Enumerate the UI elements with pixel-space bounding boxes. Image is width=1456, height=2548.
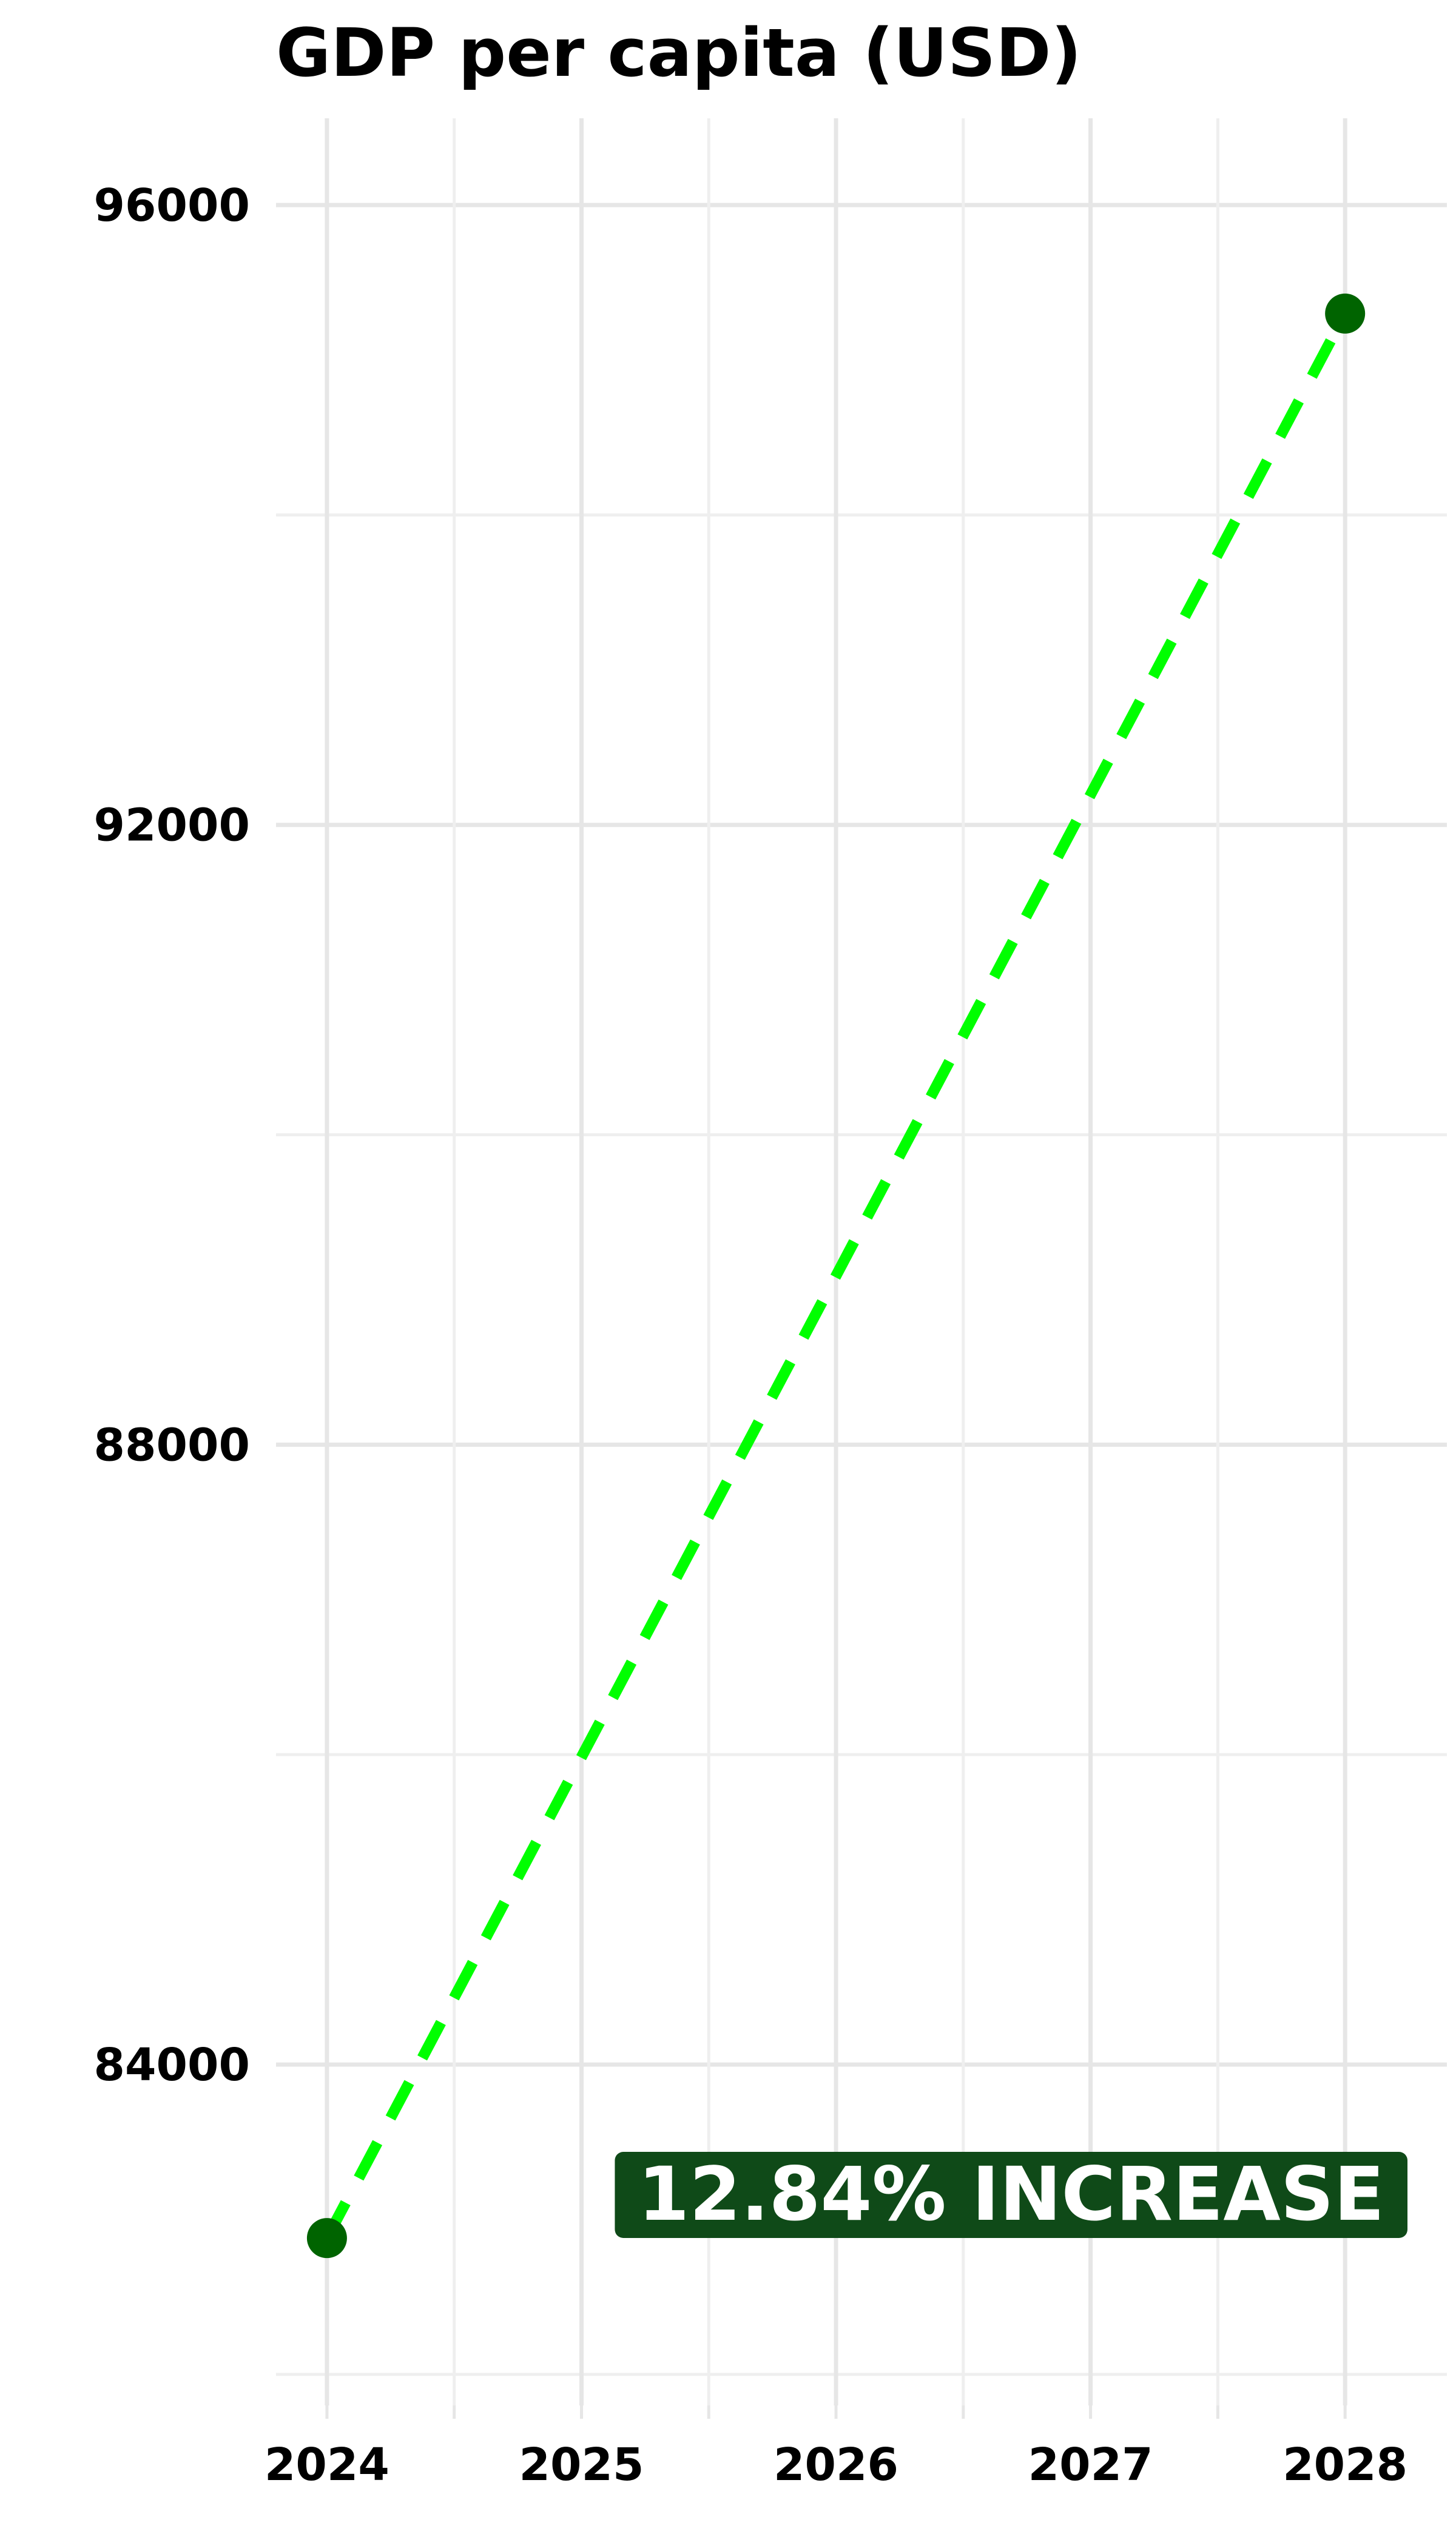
- grid-lines: [276, 118, 1447, 2405]
- x-tick-label: 2027: [1028, 2439, 1153, 2491]
- annotation-box: [615, 2152, 1407, 2238]
- annotation-text: 12.84% INCREASE: [638, 2151, 1384, 2237]
- x-tick-label: 2025: [519, 2439, 644, 2491]
- x-tick-label: 2024: [265, 2439, 389, 2491]
- x-tick-labels: 2024 2025 2026 2027 2028: [265, 2439, 1407, 2491]
- y-tick-label: 84000: [94, 2039, 250, 2091]
- series-gdp: [306, 293, 1366, 2259]
- x-tick-label: 2028: [1282, 2439, 1407, 2491]
- y-tick-labels: 84000 88000 92000 96000: [94, 180, 250, 2091]
- series-line: [322, 311, 1350, 2241]
- chart-title: GDP per capita (USD): [276, 14, 1082, 92]
- y-tick-label: 88000: [94, 1419, 250, 1471]
- x-tick-label: 2026: [774, 2439, 898, 2491]
- y-tick-label: 92000: [94, 800, 250, 852]
- data-point: [1325, 293, 1366, 334]
- increase-annotation: 12.84% INCREASE: [615, 2151, 1407, 2238]
- y-tick-label: 96000: [94, 180, 250, 232]
- x-tick-marks: [325, 2405, 1347, 2419]
- data-point: [306, 2218, 347, 2259]
